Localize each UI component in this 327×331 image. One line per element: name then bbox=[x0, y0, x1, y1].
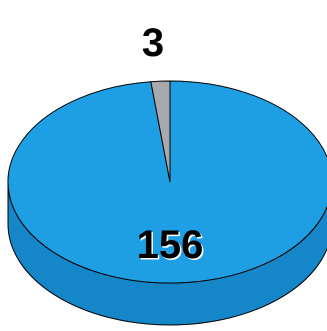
pie-slice-1 bbox=[150, 80, 171, 183]
data-label-shadow-0: 156 bbox=[138, 225, 205, 269]
pie-slice-0 bbox=[7, 80, 327, 284]
pie-slices bbox=[7, 80, 327, 284]
data-label-0: 156 bbox=[137, 223, 204, 267]
data-label-1: 3 bbox=[142, 21, 164, 65]
data-label-shadow-1: 3 bbox=[143, 23, 165, 67]
